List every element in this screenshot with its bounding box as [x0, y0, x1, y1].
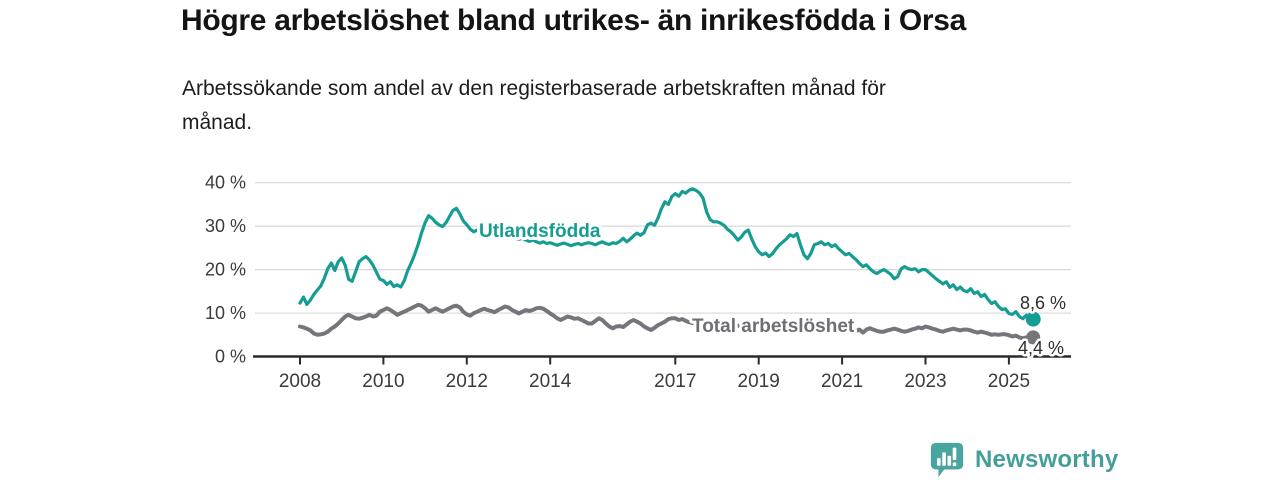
chart-subtitle-line-1: Arbetssökande som andel av den registerb…	[182, 77, 886, 100]
x-tick-label: 2010	[362, 371, 404, 392]
chart-title: Högre arbetslöshet bland utrikes- än inr…	[181, 4, 967, 37]
end-value-label: 8,6 %	[1020, 293, 1066, 313]
x-tick-label: 2019	[738, 371, 780, 392]
y-tick-label: 30 %	[205, 216, 246, 236]
series-line-utlandsfodda	[298, 187, 1035, 324]
series-end-dot	[1026, 330, 1041, 345]
y-tick-label: 10 %	[205, 303, 246, 323]
series-label: Total arbetslöshet	[692, 316, 855, 337]
x-tick-label: 2008	[279, 371, 321, 392]
chart-subtitle: Arbetssökande som andel av den registerb…	[182, 72, 886, 140]
end-value-label: 4,4 %	[1018, 338, 1064, 358]
series-label: Utlandsfödda	[479, 221, 601, 242]
x-tick-label: 2014	[529, 371, 572, 392]
series-end-dot	[1025, 311, 1041, 327]
x-tick-label: 2017	[654, 371, 696, 392]
newsworthy-logo-text: Newsworthy	[975, 446, 1119, 473]
chart-subtitle-line-2: månad.	[182, 111, 253, 134]
newsworthy-logo: Newsworthy	[928, 440, 1118, 480]
x-tick-label: 2025	[988, 371, 1030, 392]
x-tick-label: 2012	[446, 371, 488, 392]
series-line-total	[298, 302, 1036, 341]
y-tick-label: 20 %	[205, 260, 246, 280]
x-tick-label: 2023	[904, 371, 946, 392]
newsworthy-chart-bubble-icon	[930, 442, 964, 478]
y-tick-label: 40 %	[205, 173, 246, 193]
x-tick-label: 2021	[821, 371, 863, 392]
y-tick-label: 0 %	[215, 347, 246, 367]
